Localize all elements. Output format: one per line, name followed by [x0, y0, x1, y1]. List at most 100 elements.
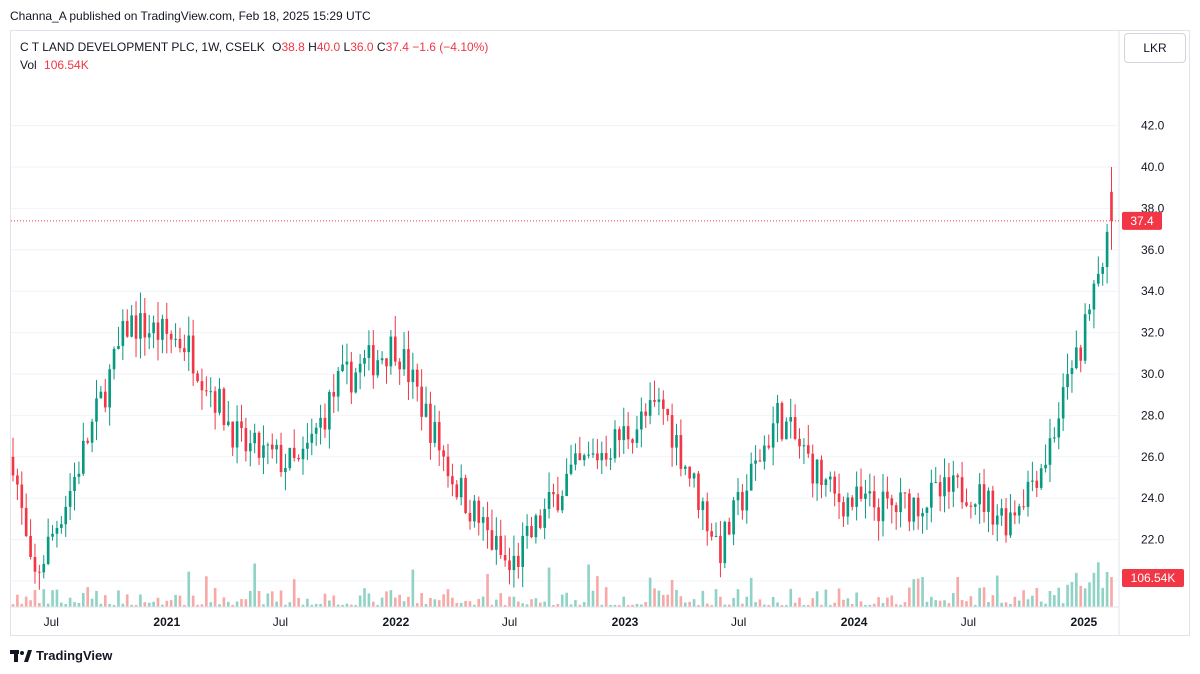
volume-bar: [411, 569, 415, 607]
volume-bar: [521, 603, 525, 607]
candle-body: [951, 475, 955, 492]
volume-bar: [495, 599, 498, 607]
time-tick-label: 2023: [612, 615, 639, 629]
volume-bar: [139, 594, 142, 607]
volume-bar: [376, 604, 380, 607]
volume-bar: [758, 599, 762, 607]
time-tick-label: 2024: [841, 615, 868, 629]
candle-body: [938, 482, 942, 497]
candle-body: [890, 498, 894, 506]
candle-body: [306, 442, 309, 449]
candle-body: [613, 429, 617, 459]
candle-body: [402, 349, 406, 370]
candle-body: [776, 402, 779, 424]
currency-unit-button[interactable]: LKR: [1124, 33, 1186, 63]
candle-body: [661, 399, 665, 409]
candle-body: [811, 453, 815, 484]
time-tick-label: Jul: [44, 615, 59, 629]
volume-bar: [420, 593, 423, 607]
candle-body: [1035, 480, 1039, 488]
candle-body: [358, 363, 362, 373]
volume-bar: [881, 603, 885, 607]
candle-body: [165, 318, 169, 334]
volume-bar: [213, 587, 217, 607]
volume-bar: [815, 591, 819, 607]
volume-bar: [385, 591, 388, 607]
volume-bar: [51, 590, 54, 607]
volume-bar: [407, 596, 410, 607]
candle-body: [973, 504, 977, 507]
volume-bar: [341, 604, 344, 607]
price-tick-label: 42.0: [1141, 119, 1165, 133]
candle-body: [508, 560, 511, 571]
price-tick-label: 22.0: [1141, 533, 1165, 547]
candle-body: [481, 517, 485, 523]
volume-bar: [763, 604, 766, 607]
candle-body: [139, 313, 142, 339]
volume-bar: [864, 604, 867, 607]
candle-body: [846, 497, 850, 517]
candle-body: [596, 453, 599, 461]
volume-bar: [284, 604, 287, 607]
candle-body: [965, 502, 968, 506]
volume-bar: [793, 602, 797, 607]
volume-bar: [578, 604, 582, 607]
volume-bar: [978, 587, 981, 607]
candle-body: [978, 484, 981, 505]
volume-bar: [481, 596, 485, 607]
volume-bar: [626, 605, 630, 607]
candle-body: [77, 473, 81, 477]
candle-body: [279, 444, 283, 473]
price-axis: 42.040.038.036.034.032.030.028.026.024.0…: [1118, 31, 1165, 636]
volume-bar: [987, 601, 990, 607]
candle-body: [719, 535, 722, 564]
candle-body: [301, 448, 305, 460]
volume-bar: [292, 579, 296, 607]
volume-bar: [442, 594, 445, 607]
price-tick-label: 32.0: [1141, 326, 1165, 340]
candle-body: [903, 492, 907, 494]
volume-bar: [969, 596, 973, 607]
candle-body: [969, 505, 973, 507]
volume-bar: [991, 595, 995, 607]
candle-body: [749, 463, 753, 491]
candle-body: [868, 491, 872, 494]
volume-bar: [125, 594, 129, 607]
volume-bar: [745, 596, 749, 607]
candle-body: [152, 322, 155, 334]
candle-body: [266, 444, 270, 446]
candle-body: [600, 453, 604, 461]
volume-bar: [587, 564, 590, 607]
volume-bar: [68, 597, 72, 607]
volume-bar: [833, 602, 836, 607]
candle-body: [90, 421, 94, 443]
candle-body: [262, 445, 265, 458]
tradingview-logo[interactable]: TradingView: [10, 648, 112, 663]
candle-body: [147, 333, 151, 338]
candle-body: [872, 491, 876, 508]
volume-bar: [279, 590, 283, 607]
tradingview-logo-icon: [10, 649, 32, 662]
volume-bar: [741, 603, 744, 607]
candle-body: [1009, 512, 1012, 536]
candle-body: [1004, 508, 1008, 536]
volume-bar: [350, 604, 353, 607]
candle-body: [653, 400, 656, 402]
volume-bar: [86, 587, 90, 607]
candle-body: [560, 495, 564, 511]
volume-bar: [393, 597, 397, 607]
volume-bar: [732, 597, 735, 607]
volume-bar: [455, 602, 459, 607]
candle-body: [121, 320, 125, 346]
candle-body: [213, 391, 217, 413]
candle-body: [850, 497, 854, 507]
volume-bar: [371, 601, 375, 607]
candle-body: [29, 535, 32, 557]
candle-body: [657, 399, 661, 402]
volume-bar: [64, 604, 68, 607]
candle-body: [253, 432, 256, 444]
candle-body: [1031, 480, 1034, 482]
volume-bar: [323, 593, 327, 607]
volume-bar: [877, 597, 880, 607]
